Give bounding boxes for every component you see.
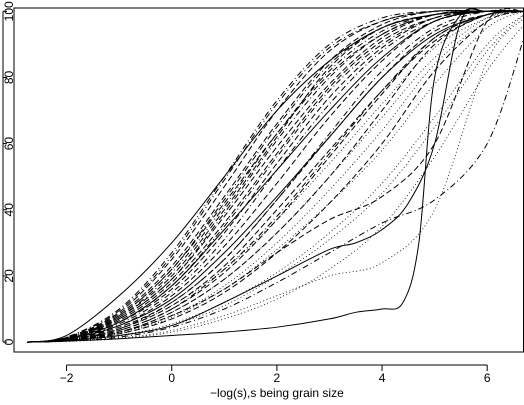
series-line-1 bbox=[27, 10, 524, 343]
series-line-12 bbox=[27, 10, 524, 343]
x-tick-label-5: 6 bbox=[484, 371, 491, 385]
series-line-2 bbox=[27, 8, 524, 343]
series-line-28 bbox=[27, 37, 524, 343]
series-line-4 bbox=[27, 10, 524, 343]
series-line-26 bbox=[27, 10, 524, 343]
series-line-33 bbox=[27, 17, 524, 343]
series-layer bbox=[27, 8, 524, 343]
series-line-25 bbox=[27, 10, 524, 343]
series-line-7 bbox=[27, 10, 524, 343]
series-line-10 bbox=[27, 10, 524, 343]
series-line-14 bbox=[27, 9, 524, 343]
series-line-22 bbox=[27, 10, 524, 343]
series-line-27 bbox=[27, 10, 524, 343]
x-tick-label-4: 4 bbox=[379, 371, 386, 385]
series-line-32 bbox=[27, 14, 524, 343]
series-line-29 bbox=[27, 10, 524, 343]
y-tick-label-3: 40 bbox=[2, 203, 16, 217]
series-line-30 bbox=[27, 10, 524, 343]
series-line-20 bbox=[27, 10, 524, 343]
series-line-3 bbox=[27, 8, 524, 343]
y-tick-label-2: 20 bbox=[2, 269, 16, 283]
x-tick-label-1: −2 bbox=[60, 371, 74, 385]
series-line-37 bbox=[27, 24, 524, 343]
series-line-24 bbox=[27, 10, 524, 343]
series-line-16 bbox=[27, 10, 524, 343]
y-tick-label-1: 0 bbox=[2, 338, 16, 345]
series-line-9 bbox=[27, 10, 524, 343]
series-line-11 bbox=[27, 10, 524, 343]
series-line-6 bbox=[27, 10, 524, 343]
series-line-35 bbox=[27, 14, 524, 343]
series-line-17 bbox=[27, 10, 524, 343]
series-line-21 bbox=[27, 10, 524, 343]
series-line-5 bbox=[27, 10, 524, 343]
series-line-13 bbox=[27, 10, 524, 343]
series-line-18 bbox=[27, 10, 524, 343]
x-axis-title: −log(s),s being grain size bbox=[210, 386, 344, 400]
series-line-23 bbox=[27, 9, 524, 343]
series-line-34 bbox=[27, 10, 524, 343]
series-line-15 bbox=[27, 10, 524, 343]
series-line-19 bbox=[27, 8, 524, 343]
series-line-31 bbox=[27, 10, 524, 343]
y-tick-label-5: 80 bbox=[2, 70, 16, 84]
y-tick-label-6: 100 bbox=[2, 1, 16, 21]
x-tick-label-2: 0 bbox=[168, 371, 175, 385]
series-line-8 bbox=[27, 10, 524, 343]
x-tick-label-3: 2 bbox=[274, 371, 281, 385]
series-line-36 bbox=[27, 10, 524, 343]
y-tick-label-4: 60 bbox=[2, 137, 16, 151]
